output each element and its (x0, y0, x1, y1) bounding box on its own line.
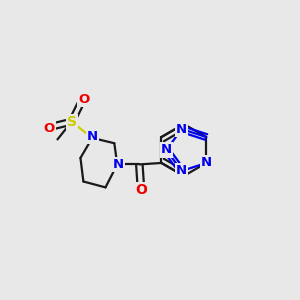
Text: O: O (44, 122, 55, 135)
Text: N: N (176, 122, 187, 136)
Text: S: S (67, 115, 76, 129)
Text: N: N (113, 158, 124, 171)
Text: O: O (78, 93, 90, 106)
Text: N: N (87, 130, 98, 143)
Text: N: N (201, 157, 212, 169)
Text: N: N (176, 164, 187, 178)
Text: O: O (135, 183, 147, 197)
Text: N: N (161, 143, 172, 157)
